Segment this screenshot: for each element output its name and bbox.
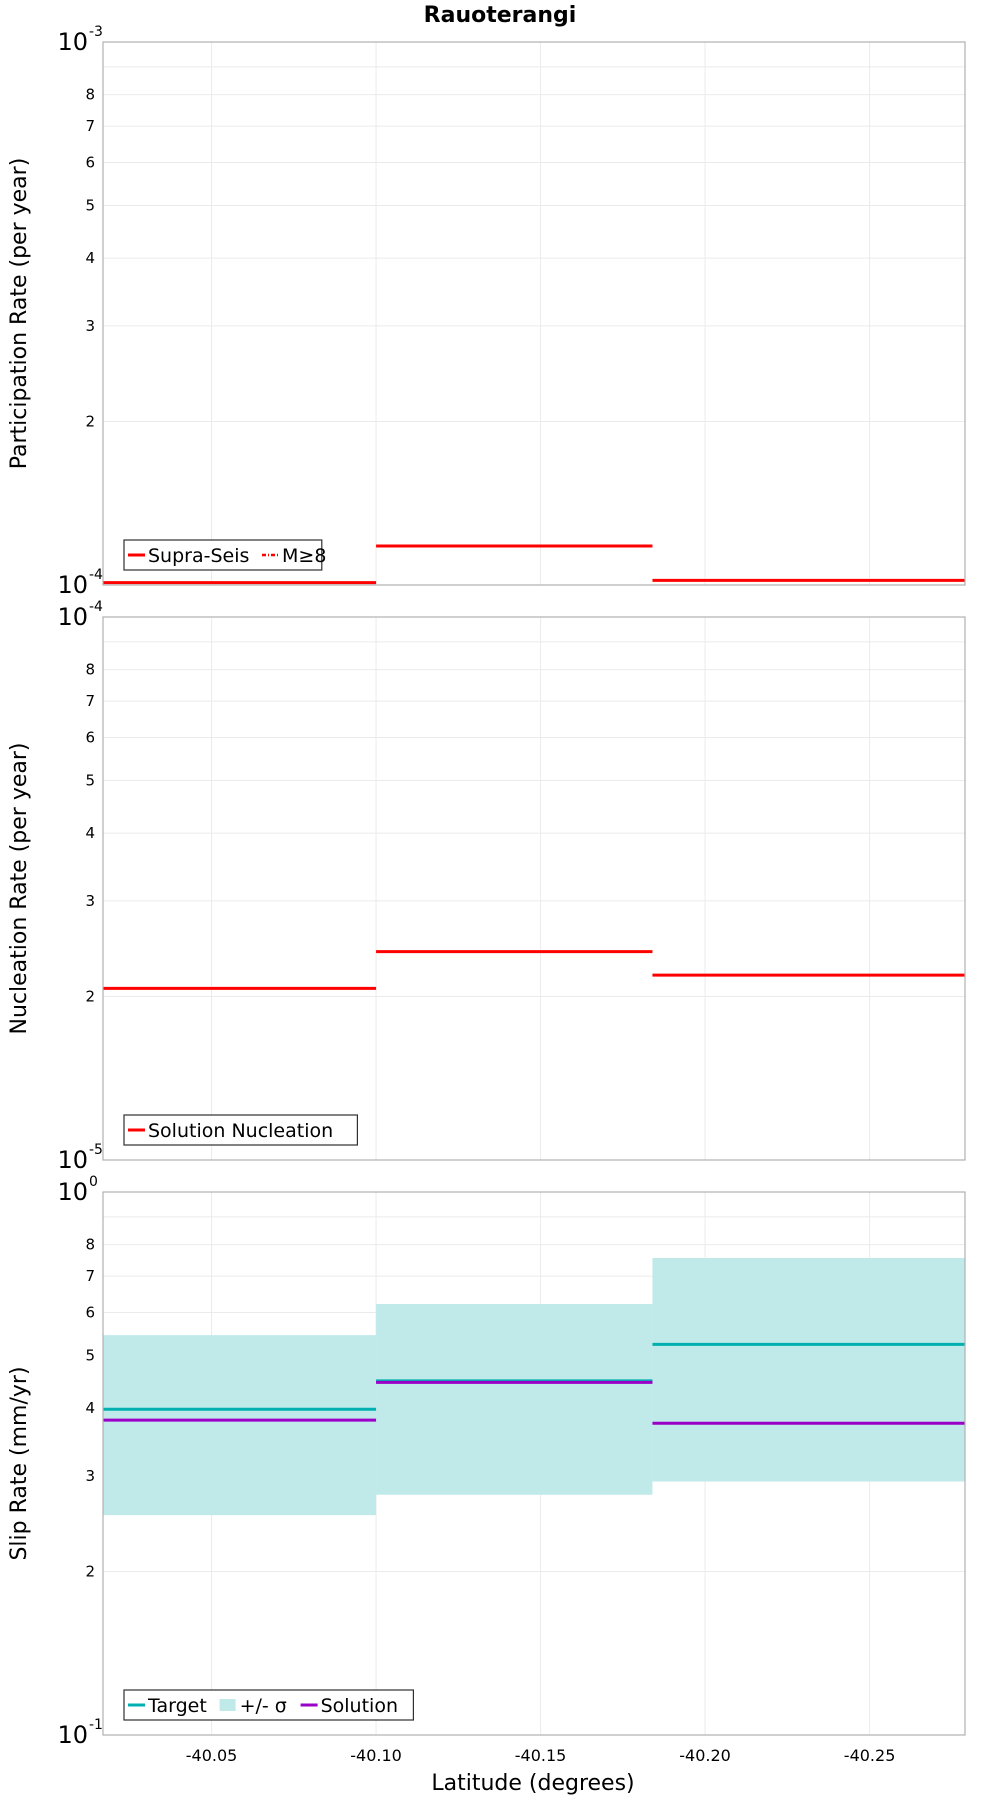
band-segment	[103, 1335, 377, 1516]
y-minor-tick-label: 8	[85, 661, 95, 679]
y-minor-tick-label: 4	[85, 824, 95, 842]
plot-border	[102, 616, 966, 1161]
y-tick-base: 10	[57, 1178, 88, 1206]
y-tick-exponent: -4	[89, 567, 103, 583]
y-axis-label: Slip Rate (mm/yr)	[7, 1366, 32, 1560]
plot-border	[102, 1191, 966, 1736]
series-target	[103, 1342, 965, 1411]
chart-title: Rauoterangi	[424, 3, 577, 28]
y-tick-exponent: -4	[89, 599, 103, 615]
series-solution	[103, 1380, 965, 1425]
y-axis-label: Participation Rate (per year)	[7, 158, 32, 470]
y-minor-tick-label: 7	[85, 1267, 95, 1285]
legend-box	[123, 539, 323, 571]
legend-box	[123, 1114, 358, 1146]
y-minor-tick-label: 2	[85, 988, 95, 1006]
plot-area	[103, 42, 965, 585]
plot-border	[102, 41, 966, 586]
y-tick-base: 10	[57, 1721, 88, 1749]
legend-box	[123, 1689, 414, 1721]
y-tick-exponent: 0	[89, 1174, 98, 1190]
y-major-tick-label: 10 0	[57, 1174, 97, 1206]
y-tick-base: 10	[57, 1146, 88, 1174]
x-tick-label: -40.10	[350, 1746, 402, 1765]
band-segment	[376, 1303, 653, 1495]
y-minor-tick-label: 2	[85, 413, 95, 431]
y-minor-tick-label: 6	[85, 1303, 95, 1321]
legend-label: Solution	[321, 1695, 398, 1717]
y-minor-tick-label: 8	[85, 1236, 95, 1254]
y-major-tick-label: 10 -3	[57, 24, 103, 56]
y-minor-tick-label: 5	[85, 1346, 95, 1364]
x-tick-label: -40.15	[515, 1746, 567, 1765]
y-major-tick-label: 10 -5	[57, 1142, 103, 1174]
y-major-tick-label: 10 -4	[57, 567, 103, 599]
y-minor-tick-label: 2	[85, 1563, 95, 1581]
y-minor-tick-label: 7	[85, 692, 95, 710]
y-minor-tick-label: 6	[85, 153, 95, 171]
legend-label: Target	[147, 1695, 207, 1717]
x-tick-label: -40.05	[186, 1746, 238, 1765]
y-major-tick-label: 10 -1	[57, 1717, 103, 1749]
legend-label: Solution Nucleation	[148, 1120, 333, 1142]
legend-label: M≥8	[282, 545, 326, 567]
gridlines	[103, 42, 965, 585]
y-minor-tick-label: 5	[85, 196, 95, 214]
series-solution-nucleation	[103, 950, 965, 990]
y-tick-base: 10	[57, 28, 88, 56]
y-minor-tick-label: 3	[85, 892, 95, 910]
legend-swatch	[219, 1699, 236, 1711]
band--	[103, 1257, 965, 1516]
y-minor-tick-label: 4	[85, 1399, 95, 1417]
y-tick-exponent: -1	[89, 1717, 103, 1733]
y-tick-base: 10	[57, 571, 88, 599]
series-supra-seis	[103, 544, 965, 585]
legend-label: Supra-Seis	[148, 545, 249, 567]
y-minor-tick-label: 4	[85, 249, 95, 267]
y-minor-tick-label: 8	[85, 86, 95, 104]
plot-area	[103, 617, 965, 1160]
x-tick-label: -40.25	[844, 1746, 896, 1765]
legend: Solution Nucleation	[123, 1114, 358, 1146]
band-segment	[652, 1257, 965, 1482]
x-axis-label: Latitude (degrees)	[431, 1771, 634, 1796]
y-tick-exponent: -5	[89, 1142, 103, 1158]
y-minor-tick-label: 5	[85, 771, 95, 789]
x-tick-label: -40.20	[679, 1746, 731, 1765]
y-tick-exponent: -3	[89, 24, 103, 40]
legend: Target +/- σ Solution	[123, 1689, 414, 1721]
y-major-tick-label: 10 -4	[57, 599, 103, 631]
y-tick-base: 10	[57, 603, 88, 631]
y-axis-label: Nucleation Rate (per year)	[7, 743, 32, 1035]
y-minor-tick-label: 3	[85, 317, 95, 335]
y-minor-tick-label: 6	[85, 728, 95, 746]
y-minor-tick-label: 7	[85, 117, 95, 135]
legend: Supra-Seis M≥8	[123, 539, 326, 571]
gridlines	[103, 617, 965, 1160]
legend-label: +/- σ	[240, 1695, 287, 1717]
y-minor-tick-label: 3	[85, 1467, 95, 1485]
